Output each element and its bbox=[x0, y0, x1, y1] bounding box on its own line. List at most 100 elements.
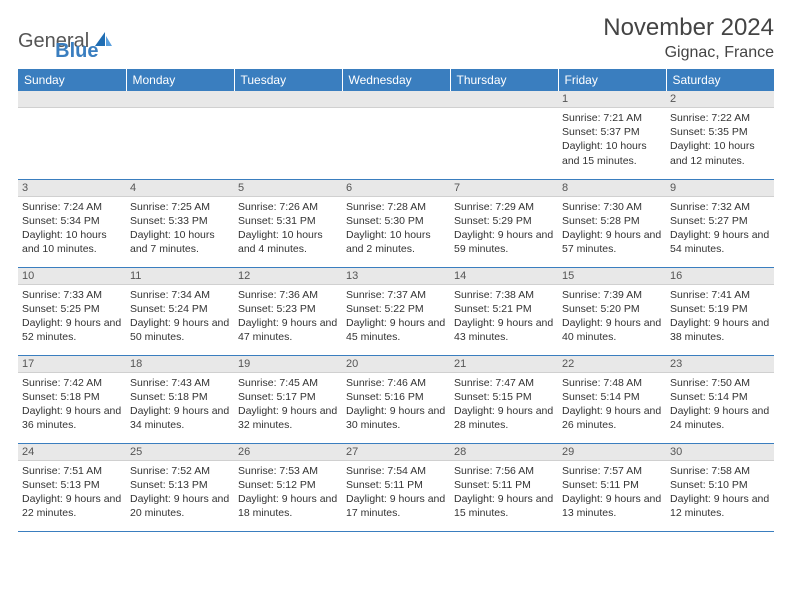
day-details: Sunrise: 7:56 AMSunset: 5:11 PMDaylight:… bbox=[450, 461, 558, 524]
day-number: 6 bbox=[342, 180, 450, 197]
day-cell: 16Sunrise: 7:41 AMSunset: 5:19 PMDayligh… bbox=[666, 267, 774, 355]
day-number bbox=[342, 91, 450, 108]
daylight: Daylight: 9 hours and 34 minutes. bbox=[130, 404, 230, 432]
daylight: Daylight: 9 hours and 50 minutes. bbox=[130, 316, 230, 344]
column-header: Monday bbox=[126, 69, 234, 91]
daylight: Daylight: 10 hours and 4 minutes. bbox=[238, 228, 338, 256]
day-cell: 10Sunrise: 7:33 AMSunset: 5:25 PMDayligh… bbox=[18, 267, 126, 355]
day-number: 9 bbox=[666, 180, 774, 197]
day-details: Sunrise: 7:45 AMSunset: 5:17 PMDaylight:… bbox=[234, 373, 342, 436]
day-number: 1 bbox=[558, 91, 666, 108]
day-cell: 7Sunrise: 7:29 AMSunset: 5:29 PMDaylight… bbox=[450, 179, 558, 267]
day-cell: 13Sunrise: 7:37 AMSunset: 5:22 PMDayligh… bbox=[342, 267, 450, 355]
day-details: Sunrise: 7:29 AMSunset: 5:29 PMDaylight:… bbox=[450, 197, 558, 260]
day-cell: 15Sunrise: 7:39 AMSunset: 5:20 PMDayligh… bbox=[558, 267, 666, 355]
day-cell: 9Sunrise: 7:32 AMSunset: 5:27 PMDaylight… bbox=[666, 179, 774, 267]
sunset: Sunset: 5:14 PM bbox=[670, 390, 770, 404]
day-number: 28 bbox=[450, 444, 558, 461]
day-number: 12 bbox=[234, 268, 342, 285]
day-number bbox=[18, 91, 126, 108]
sunrise: Sunrise: 7:38 AM bbox=[454, 288, 554, 302]
daylight: Daylight: 9 hours and 36 minutes. bbox=[22, 404, 122, 432]
sunset: Sunset: 5:10 PM bbox=[670, 478, 770, 492]
day-details: Sunrise: 7:46 AMSunset: 5:16 PMDaylight:… bbox=[342, 373, 450, 436]
sunrise: Sunrise: 7:33 AM bbox=[22, 288, 122, 302]
daylight: Daylight: 9 hours and 17 minutes. bbox=[346, 492, 446, 520]
day-details: Sunrise: 7:24 AMSunset: 5:34 PMDaylight:… bbox=[18, 197, 126, 260]
day-details: Sunrise: 7:26 AMSunset: 5:31 PMDaylight:… bbox=[234, 197, 342, 260]
day-details: Sunrise: 7:34 AMSunset: 5:24 PMDaylight:… bbox=[126, 285, 234, 348]
week-row: 3Sunrise: 7:24 AMSunset: 5:34 PMDaylight… bbox=[18, 179, 774, 267]
day-cell: 19Sunrise: 7:45 AMSunset: 5:17 PMDayligh… bbox=[234, 355, 342, 443]
day-details: Sunrise: 7:37 AMSunset: 5:22 PMDaylight:… bbox=[342, 285, 450, 348]
sunrise: Sunrise: 7:54 AM bbox=[346, 464, 446, 478]
daylight: Daylight: 10 hours and 15 minutes. bbox=[562, 139, 662, 167]
day-cell: 5Sunrise: 7:26 AMSunset: 5:31 PMDaylight… bbox=[234, 179, 342, 267]
sunrise: Sunrise: 7:45 AM bbox=[238, 376, 338, 390]
day-number: 16 bbox=[666, 268, 774, 285]
day-number: 5 bbox=[234, 180, 342, 197]
daylight: Daylight: 9 hours and 45 minutes. bbox=[346, 316, 446, 344]
day-details: Sunrise: 7:30 AMSunset: 5:28 PMDaylight:… bbox=[558, 197, 666, 260]
sunset: Sunset: 5:11 PM bbox=[346, 478, 446, 492]
day-number: 8 bbox=[558, 180, 666, 197]
day-cell: 18Sunrise: 7:43 AMSunset: 5:18 PMDayligh… bbox=[126, 355, 234, 443]
day-details: Sunrise: 7:38 AMSunset: 5:21 PMDaylight:… bbox=[450, 285, 558, 348]
daylight: Daylight: 9 hours and 13 minutes. bbox=[562, 492, 662, 520]
day-details: Sunrise: 7:42 AMSunset: 5:18 PMDaylight:… bbox=[18, 373, 126, 436]
week-row: 10Sunrise: 7:33 AMSunset: 5:25 PMDayligh… bbox=[18, 267, 774, 355]
daylight: Daylight: 9 hours and 32 minutes. bbox=[238, 404, 338, 432]
sunrise: Sunrise: 7:25 AM bbox=[130, 200, 230, 214]
day-details: Sunrise: 7:33 AMSunset: 5:25 PMDaylight:… bbox=[18, 285, 126, 348]
calendar-head: SundayMondayTuesdayWednesdayThursdayFrid… bbox=[18, 69, 774, 91]
column-header: Wednesday bbox=[342, 69, 450, 91]
sunrise: Sunrise: 7:58 AM bbox=[670, 464, 770, 478]
header: General Blue November 2024 Gignac, Franc… bbox=[18, 14, 774, 63]
day-number: 25 bbox=[126, 444, 234, 461]
day-details: Sunrise: 7:48 AMSunset: 5:14 PMDaylight:… bbox=[558, 373, 666, 436]
day-cell: 2Sunrise: 7:22 AMSunset: 5:35 PMDaylight… bbox=[666, 91, 774, 179]
day-cell: 8Sunrise: 7:30 AMSunset: 5:28 PMDaylight… bbox=[558, 179, 666, 267]
sunset: Sunset: 5:23 PM bbox=[238, 302, 338, 316]
sunrise: Sunrise: 7:32 AM bbox=[670, 200, 770, 214]
sunrise: Sunrise: 7:53 AM bbox=[238, 464, 338, 478]
day-cell bbox=[450, 91, 558, 179]
sunset: Sunset: 5:21 PM bbox=[454, 302, 554, 316]
day-details bbox=[18, 108, 126, 114]
sunset: Sunset: 5:20 PM bbox=[562, 302, 662, 316]
daylight: Daylight: 9 hours and 12 minutes. bbox=[670, 492, 770, 520]
day-cell: 30Sunrise: 7:58 AMSunset: 5:10 PMDayligh… bbox=[666, 443, 774, 531]
daylight: Daylight: 9 hours and 40 minutes. bbox=[562, 316, 662, 344]
sunrise: Sunrise: 7:29 AM bbox=[454, 200, 554, 214]
day-details: Sunrise: 7:50 AMSunset: 5:14 PMDaylight:… bbox=[666, 373, 774, 436]
day-details: Sunrise: 7:36 AMSunset: 5:23 PMDaylight:… bbox=[234, 285, 342, 348]
day-details: Sunrise: 7:21 AMSunset: 5:37 PMDaylight:… bbox=[558, 108, 666, 171]
day-cell: 22Sunrise: 7:48 AMSunset: 5:14 PMDayligh… bbox=[558, 355, 666, 443]
day-details bbox=[126, 108, 234, 114]
sunset: Sunset: 5:25 PM bbox=[22, 302, 122, 316]
day-number: 15 bbox=[558, 268, 666, 285]
sunrise: Sunrise: 7:41 AM bbox=[670, 288, 770, 302]
day-cell: 11Sunrise: 7:34 AMSunset: 5:24 PMDayligh… bbox=[126, 267, 234, 355]
daylight: Daylight: 10 hours and 7 minutes. bbox=[130, 228, 230, 256]
day-cell bbox=[342, 91, 450, 179]
sunset: Sunset: 5:24 PM bbox=[130, 302, 230, 316]
page-title: November 2024 bbox=[603, 14, 774, 42]
day-cell: 4Sunrise: 7:25 AMSunset: 5:33 PMDaylight… bbox=[126, 179, 234, 267]
day-number: 17 bbox=[18, 356, 126, 373]
day-cell: 27Sunrise: 7:54 AMSunset: 5:11 PMDayligh… bbox=[342, 443, 450, 531]
week-row: 24Sunrise: 7:51 AMSunset: 5:13 PMDayligh… bbox=[18, 443, 774, 531]
day-cell: 28Sunrise: 7:56 AMSunset: 5:11 PMDayligh… bbox=[450, 443, 558, 531]
sunset: Sunset: 5:18 PM bbox=[130, 390, 230, 404]
daylight: Daylight: 10 hours and 10 minutes. bbox=[22, 228, 122, 256]
day-number: 10 bbox=[18, 268, 126, 285]
day-cell: 25Sunrise: 7:52 AMSunset: 5:13 PMDayligh… bbox=[126, 443, 234, 531]
day-number: 24 bbox=[18, 444, 126, 461]
sunrise: Sunrise: 7:43 AM bbox=[130, 376, 230, 390]
sunset: Sunset: 5:37 PM bbox=[562, 125, 662, 139]
day-details: Sunrise: 7:57 AMSunset: 5:11 PMDaylight:… bbox=[558, 461, 666, 524]
sunset: Sunset: 5:22 PM bbox=[346, 302, 446, 316]
day-number: 26 bbox=[234, 444, 342, 461]
sunset: Sunset: 5:11 PM bbox=[562, 478, 662, 492]
sunrise: Sunrise: 7:28 AM bbox=[346, 200, 446, 214]
